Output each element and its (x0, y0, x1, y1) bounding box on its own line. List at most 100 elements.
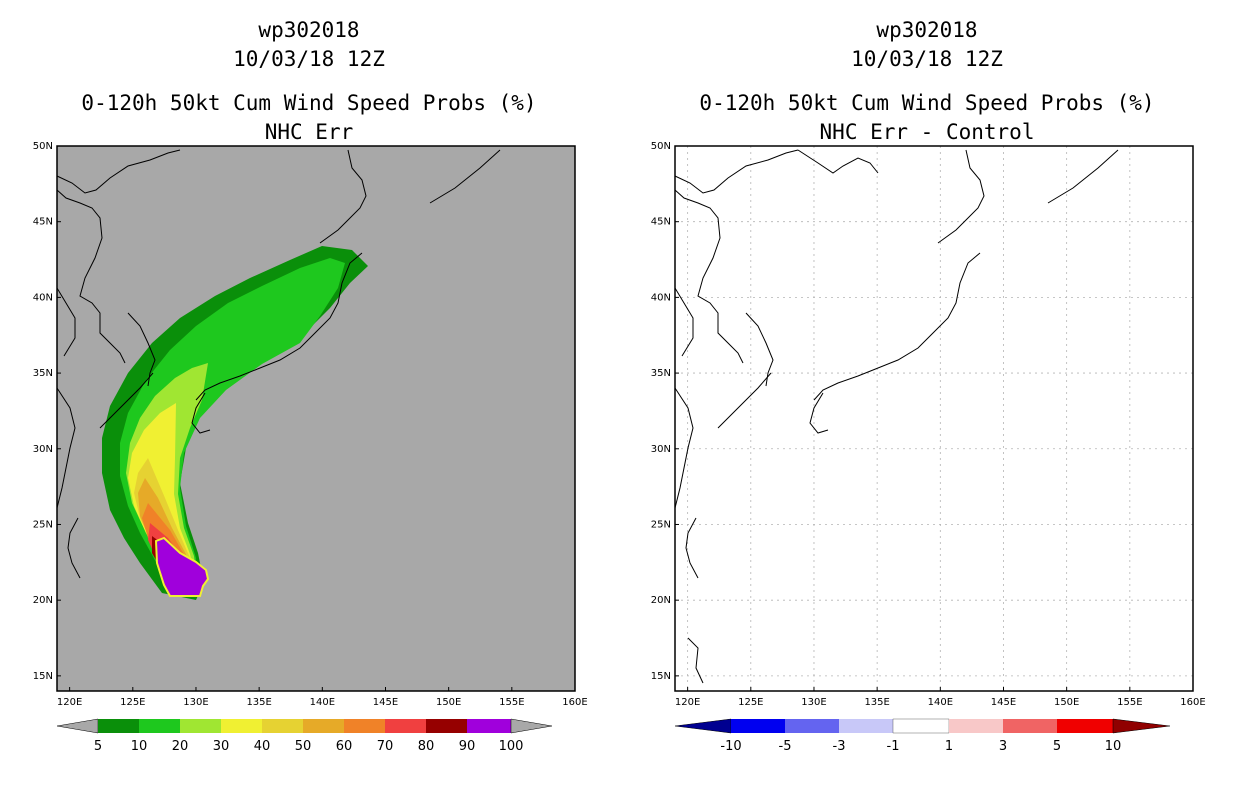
left-colorbar-bin-40-50 (262, 719, 303, 733)
right-lat-ticks: 50N 45N 40N 35N 30N 25N 20N 15N (651, 141, 679, 682)
right-colorbar-label: -3 (833, 739, 846, 754)
right-lon-ticks: 120E 125E 130E 135E 140E 145E 150E 155E 160E (675, 687, 1206, 708)
left-lat-tick-label: 50N (33, 141, 53, 152)
probability-swath (102, 246, 368, 600)
right-colorbar-label: -5 (779, 739, 792, 754)
left-colorbar-high-arrow (510, 718, 553, 734)
right-panel: wp302018 10/03/18 12Z 0-120h 50kt Cum Wi… (618, 0, 1236, 800)
left-lon-tick-label: 160E (562, 697, 587, 708)
right-colorbar-label: -1 (887, 739, 900, 754)
right-lat-tick-label: 30N (651, 444, 671, 455)
left-lat-tick-label: 15N (33, 671, 53, 682)
right-lat-tick-label: 50N (651, 141, 671, 152)
left-lon-ticks: 120E 125E 130E 135E 140E 145E 150E 155E 160E (57, 687, 588, 708)
right-product-title: 0-120h 50kt Cum Wind Speed Probs (%) (699, 91, 1155, 115)
right-lat-tick-label: 40N (651, 292, 671, 303)
left-lat-tick-label: 35N (33, 368, 53, 379)
right-lon-tick-label: 130E (801, 697, 826, 708)
left-lat-tick-label: 45N (33, 217, 53, 228)
left-lon-tick-label: 155E (499, 697, 524, 708)
right-colorbar-low-arrow (674, 718, 732, 734)
right-lon-tick-label: 135E (864, 697, 889, 708)
left-lat-tick-label: 40N (33, 292, 53, 303)
left-colorbar: 5 10 20 30 40 50 60 70 80 90 100 (56, 718, 553, 754)
left-storm-id: wp302018 (258, 18, 360, 42)
right-colorbar-label: 10 (1105, 739, 1122, 754)
right-lat-tick-label: 15N (651, 671, 671, 682)
left-colorbar-label: 20 (172, 739, 189, 754)
left-product-title: 0-120h 50kt Cum Wind Speed Probs (%) (81, 91, 537, 115)
left-colorbar-bin-80-90 (426, 719, 467, 733)
right-map-frame (674, 145, 1194, 692)
right-colorbar-bin-1-3 (949, 719, 1003, 733)
right-map-background (675, 146, 1193, 691)
left-colorbar-label: 80 (418, 739, 435, 754)
left-colorbar-label: 10 (131, 739, 148, 754)
left-lon-tick-label: 130E (183, 697, 208, 708)
left-lon-tick-label: 150E (436, 697, 461, 708)
left-colorbar-label: 30 (213, 739, 230, 754)
left-lon-tick-label: 145E (373, 697, 398, 708)
right-graticule (675, 146, 1193, 691)
right-map-figure: 120E 125E 130E 135E 140E 145E 150E 155E 160E 50N… (651, 141, 1206, 754)
left-colorbar-label: 90 (459, 739, 476, 754)
left-lon-tick-label: 125E (120, 697, 145, 708)
right-colorbar-label: -10 (720, 739, 741, 754)
right-lon-tick-label: 120E (675, 697, 700, 708)
swath-core-100pct (154, 536, 210, 597)
right-colorbar-bin-neg10-neg5 (731, 719, 785, 733)
left-colorbar-bin-50-60 (303, 719, 344, 733)
right-colorbar-label: 5 (1053, 739, 1061, 754)
right-colorbar-bin-3-5 (1003, 719, 1057, 733)
right-lat-tick-label: 35N (651, 368, 671, 379)
left-lon-tick-label: 140E (310, 697, 335, 708)
right-datetime: 10/03/18 12Z (851, 47, 1003, 71)
left-lon-tick-label: 120E (57, 697, 82, 708)
right-subtitle: NHC Err - Control (819, 120, 1035, 144)
left-colorbar-low-arrow (56, 718, 99, 734)
left-colorbar-label: 5 (94, 739, 102, 754)
left-colorbar-bin-30-40 (221, 719, 262, 733)
right-coastlines (674, 149, 1119, 684)
right-colorbar-label: 3 (999, 739, 1007, 754)
right-colorbar: -10 -5 -3 -1 1 3 5 10 (674, 718, 1171, 754)
right-lon-tick-label: 160E (1180, 697, 1205, 708)
left-map-frame (56, 145, 576, 692)
right-lon-tick-label: 150E (1054, 697, 1079, 708)
left-colorbar-bin-70-80 (385, 719, 426, 733)
right-colorbar-bin-neg3-neg1 (839, 719, 893, 733)
left-coastlines (56, 149, 501, 579)
left-colorbar-label: 50 (295, 739, 312, 754)
right-lat-tick-label: 45N (651, 217, 671, 228)
right-colorbar-high-arrow (1112, 718, 1171, 734)
right-colorbar-label: 1 (945, 739, 953, 754)
left-colorbar-bin-10-20 (139, 719, 180, 733)
left-datetime: 10/03/18 12Z (233, 47, 385, 71)
right-colorbar-bin-neg5-neg3 (785, 719, 839, 733)
left-lat-tick-label: 25N (33, 519, 53, 530)
right-colorbar-bin-5-10 (1057, 719, 1113, 733)
right-lon-tick-label: 140E (928, 697, 953, 708)
right-storm-id: wp302018 (876, 18, 978, 42)
left-colorbar-bin-20-30 (180, 719, 221, 733)
left-map-figure: 120E 125E 130E 135E 140E 145E 150E 155E 160E 50N… (33, 141, 588, 754)
left-colorbar-bin-5-10 (98, 719, 139, 733)
left-panel: wp302018 10/03/18 12Z 0-120h 50kt Cum Wi… (33, 18, 588, 754)
right-colorbar-bin-neg1-1 (892, 718, 950, 734)
left-lat-tick-label: 30N (33, 444, 53, 455)
left-subtitle: NHC Err (264, 120, 354, 144)
left-colorbar-bin-60-70 (344, 719, 385, 733)
left-colorbar-label: 60 (336, 739, 353, 754)
right-lon-tick-label: 125E (738, 697, 763, 708)
left-lat-tick-label: 20N (33, 595, 53, 606)
left-lon-tick-label: 135E (246, 697, 271, 708)
right-lon-tick-label: 145E (991, 697, 1016, 708)
left-colorbar-label: 70 (377, 739, 394, 754)
left-colorbar-bin-90-100 (467, 719, 511, 733)
left-colorbar-label: 100 (499, 739, 524, 754)
left-colorbar-label: 40 (254, 739, 271, 754)
right-lat-tick-label: 20N (651, 595, 671, 606)
left-lat-ticks: 50N 45N 40N 35N 30N 25N 20N 15N (33, 141, 61, 682)
right-lon-tick-label: 155E (1117, 697, 1142, 708)
right-lat-tick-label: 25N (651, 519, 671, 530)
